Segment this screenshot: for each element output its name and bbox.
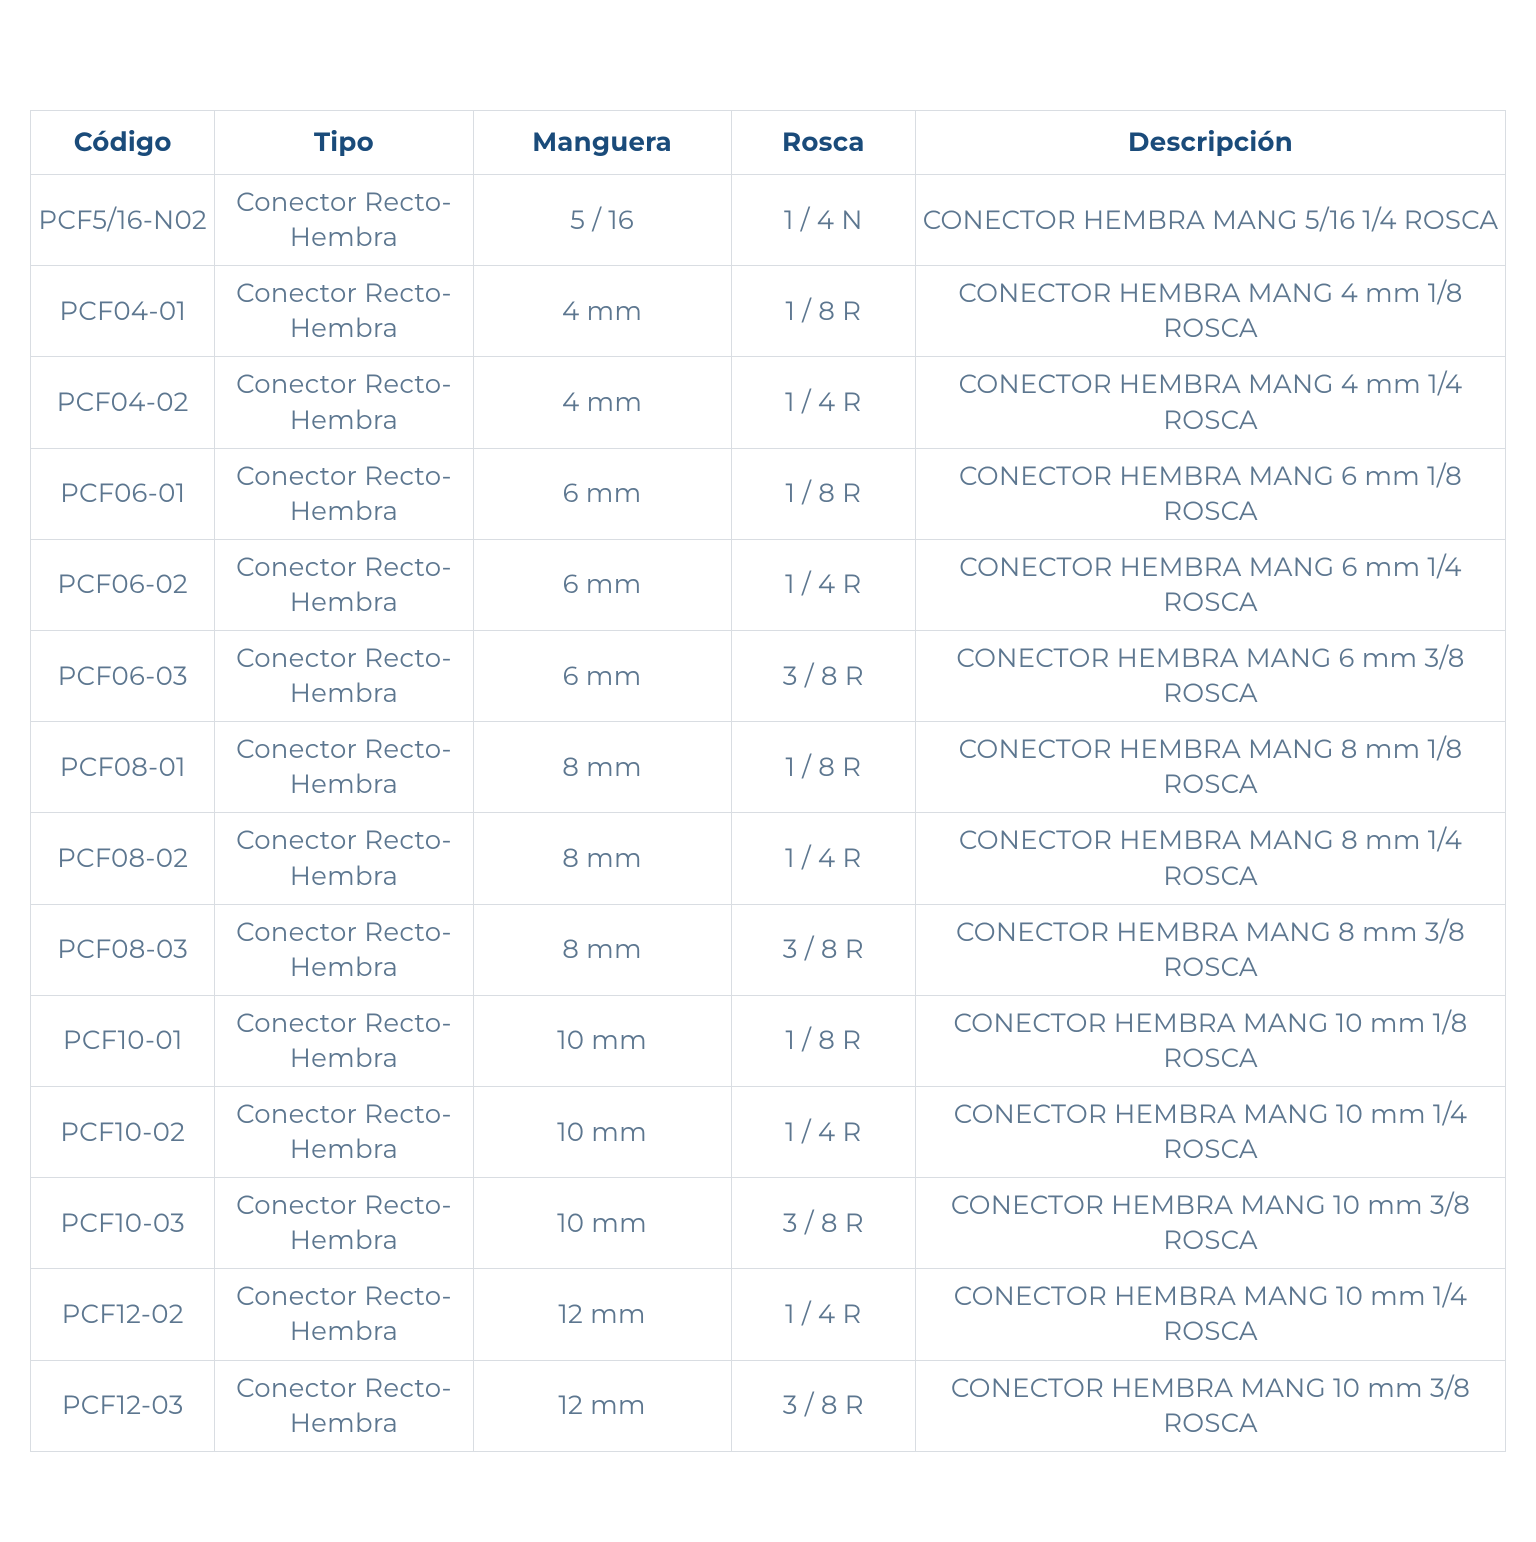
table-row: PCF10-02Conector Recto-Hembra10 mm1 / 4 … [31, 1086, 1506, 1177]
cell-codigo: PCF06-02 [31, 539, 215, 630]
cell-tipo: Conector Recto-Hembra [215, 1178, 473, 1269]
cell-rosca: 1 / 4 R [731, 539, 915, 630]
cell-codigo: PCF10-02 [31, 1086, 215, 1177]
cell-descripcion: CONECTOR HEMBRA MANG 8 mm 1/4 ROSCA [916, 813, 1506, 904]
cell-manguera: 4 mm [473, 266, 731, 357]
cell-rosca: 1 / 8 R [731, 448, 915, 539]
cell-manguera: 10 mm [473, 1086, 731, 1177]
cell-descripcion: CONECTOR HEMBRA MANG 6 mm 1/8 ROSCA [916, 448, 1506, 539]
cell-descripcion: CONECTOR HEMBRA MANG 10 mm 1/4 ROSCA [916, 1086, 1506, 1177]
cell-tipo: Conector Recto-Hembra [215, 539, 473, 630]
cell-rosca: 3 / 8 R [731, 904, 915, 995]
cell-tipo: Conector Recto-Hembra [215, 1360, 473, 1451]
cell-codigo: PCF06-01 [31, 448, 215, 539]
cell-codigo: PCF04-01 [31, 266, 215, 357]
col-header-descripcion: Descripción [916, 111, 1506, 175]
cell-manguera: 8 mm [473, 722, 731, 813]
cell-rosca: 1 / 4 N [731, 175, 915, 266]
cell-manguera: 6 mm [473, 448, 731, 539]
table-row: PCF12-03Conector Recto-Hembra12 mm3 / 8 … [31, 1360, 1506, 1451]
cell-descripcion: CONECTOR HEMBRA MANG 5/16 1/4 ROSCA [916, 175, 1506, 266]
table-row: PCF06-01Conector Recto-Hembra6 mm1 / 8 R… [31, 448, 1506, 539]
cell-manguera: 12 mm [473, 1269, 731, 1360]
cell-rosca: 1 / 8 R [731, 266, 915, 357]
cell-descripcion: CONECTOR HEMBRA MANG 4 mm 1/4 ROSCA [916, 357, 1506, 448]
cell-tipo: Conector Recto-Hembra [215, 813, 473, 904]
table-row: PCF06-02Conector Recto-Hembra6 mm1 / 4 R… [31, 539, 1506, 630]
cell-tipo: Conector Recto-Hembra [215, 631, 473, 722]
col-header-codigo: Código [31, 111, 215, 175]
cell-rosca: 1 / 4 R [731, 813, 915, 904]
cell-manguera: 10 mm [473, 995, 731, 1086]
cell-codigo: PCF12-03 [31, 1360, 215, 1451]
cell-manguera: 6 mm [473, 539, 731, 630]
cell-descripcion: CONECTOR HEMBRA MANG 10 mm 3/8 ROSCA [916, 1178, 1506, 1269]
table-row: PCF10-03Conector Recto-Hembra10 mm3 / 8 … [31, 1178, 1506, 1269]
cell-descripcion: CONECTOR HEMBRA MANG 6 mm 1/4 ROSCA [916, 539, 1506, 630]
table-row: PCF06-03Conector Recto-Hembra6 mm3 / 8 R… [31, 631, 1506, 722]
cell-descripcion: CONECTOR HEMBRA MANG 10 mm 1/8 ROSCA [916, 995, 1506, 1086]
cell-tipo: Conector Recto-Hembra [215, 357, 473, 448]
cell-descripcion: CONECTOR HEMBRA MANG 8 mm 1/8 ROSCA [916, 722, 1506, 813]
cell-rosca: 1 / 4 R [731, 1086, 915, 1177]
product-table: Código Tipo Manguera Rosca Descripción P… [30, 110, 1506, 1452]
page: Código Tipo Manguera Rosca Descripción P… [0, 0, 1536, 1542]
col-header-tipo: Tipo [215, 111, 473, 175]
cell-codigo: PCF12-02 [31, 1269, 215, 1360]
table-body: PCF5/16-N02Conector Recto-Hembra5 / 161 … [31, 175, 1506, 1452]
table-header-row: Código Tipo Manguera Rosca Descripción [31, 111, 1506, 175]
table-row: PCF12-02Conector Recto-Hembra12 mm1 / 4 … [31, 1269, 1506, 1360]
table-row: PCF08-01Conector Recto-Hembra8 mm1 / 8 R… [31, 722, 1506, 813]
cell-rosca: 1 / 8 R [731, 995, 915, 1086]
cell-manguera: 8 mm [473, 904, 731, 995]
cell-codigo: PCF06-03 [31, 631, 215, 722]
cell-tipo: Conector Recto-Hembra [215, 722, 473, 813]
table-row: PCF5/16-N02Conector Recto-Hembra5 / 161 … [31, 175, 1506, 266]
table-row: PCF04-02Conector Recto-Hembra4 mm1 / 4 R… [31, 357, 1506, 448]
cell-tipo: Conector Recto-Hembra [215, 995, 473, 1086]
cell-manguera: 4 mm [473, 357, 731, 448]
table-header: Código Tipo Manguera Rosca Descripción [31, 111, 1506, 175]
cell-manguera: 12 mm [473, 1360, 731, 1451]
cell-tipo: Conector Recto-Hembra [215, 175, 473, 266]
cell-descripcion: CONECTOR HEMBRA MANG 10 mm 1/4 ROSCA [916, 1269, 1506, 1360]
table-row: PCF10-01Conector Recto-Hembra10 mm1 / 8 … [31, 995, 1506, 1086]
cell-descripcion: CONECTOR HEMBRA MANG 8 mm 3/8 ROSCA [916, 904, 1506, 995]
cell-descripcion: CONECTOR HEMBRA MANG 6 mm 3/8 ROSCA [916, 631, 1506, 722]
cell-codigo: PCF08-03 [31, 904, 215, 995]
cell-codigo: PCF08-02 [31, 813, 215, 904]
cell-tipo: Conector Recto-Hembra [215, 266, 473, 357]
cell-tipo: Conector Recto-Hembra [215, 1086, 473, 1177]
cell-codigo: PCF10-01 [31, 995, 215, 1086]
cell-codigo: PCF10-03 [31, 1178, 215, 1269]
cell-manguera: 6 mm [473, 631, 731, 722]
cell-manguera: 8 mm [473, 813, 731, 904]
table-row: PCF08-03Conector Recto-Hembra8 mm3 / 8 R… [31, 904, 1506, 995]
cell-descripcion: CONECTOR HEMBRA MANG 4 mm 1/8 ROSCA [916, 266, 1506, 357]
col-header-manguera: Manguera [473, 111, 731, 175]
col-header-rosca: Rosca [731, 111, 915, 175]
cell-tipo: Conector Recto-Hembra [215, 1269, 473, 1360]
cell-descripcion: CONECTOR HEMBRA MANG 10 mm 3/8 ROSCA [916, 1360, 1506, 1451]
table-row: PCF08-02Conector Recto-Hembra8 mm1 / 4 R… [31, 813, 1506, 904]
cell-tipo: Conector Recto-Hembra [215, 904, 473, 995]
cell-codigo: PCF04-02 [31, 357, 215, 448]
cell-rosca: 1 / 8 R [731, 722, 915, 813]
cell-rosca: 1 / 4 R [731, 357, 915, 448]
cell-manguera: 5 / 16 [473, 175, 731, 266]
cell-codigo: PCF08-01 [31, 722, 215, 813]
cell-tipo: Conector Recto-Hembra [215, 448, 473, 539]
cell-codigo: PCF5/16-N02 [31, 175, 215, 266]
cell-rosca: 3 / 8 R [731, 1178, 915, 1269]
cell-manguera: 10 mm [473, 1178, 731, 1269]
table-row: PCF04-01Conector Recto-Hembra4 mm1 / 8 R… [31, 266, 1506, 357]
cell-rosca: 1 / 4 R [731, 1269, 915, 1360]
cell-rosca: 3 / 8 R [731, 631, 915, 722]
cell-rosca: 3 / 8 R [731, 1360, 915, 1451]
